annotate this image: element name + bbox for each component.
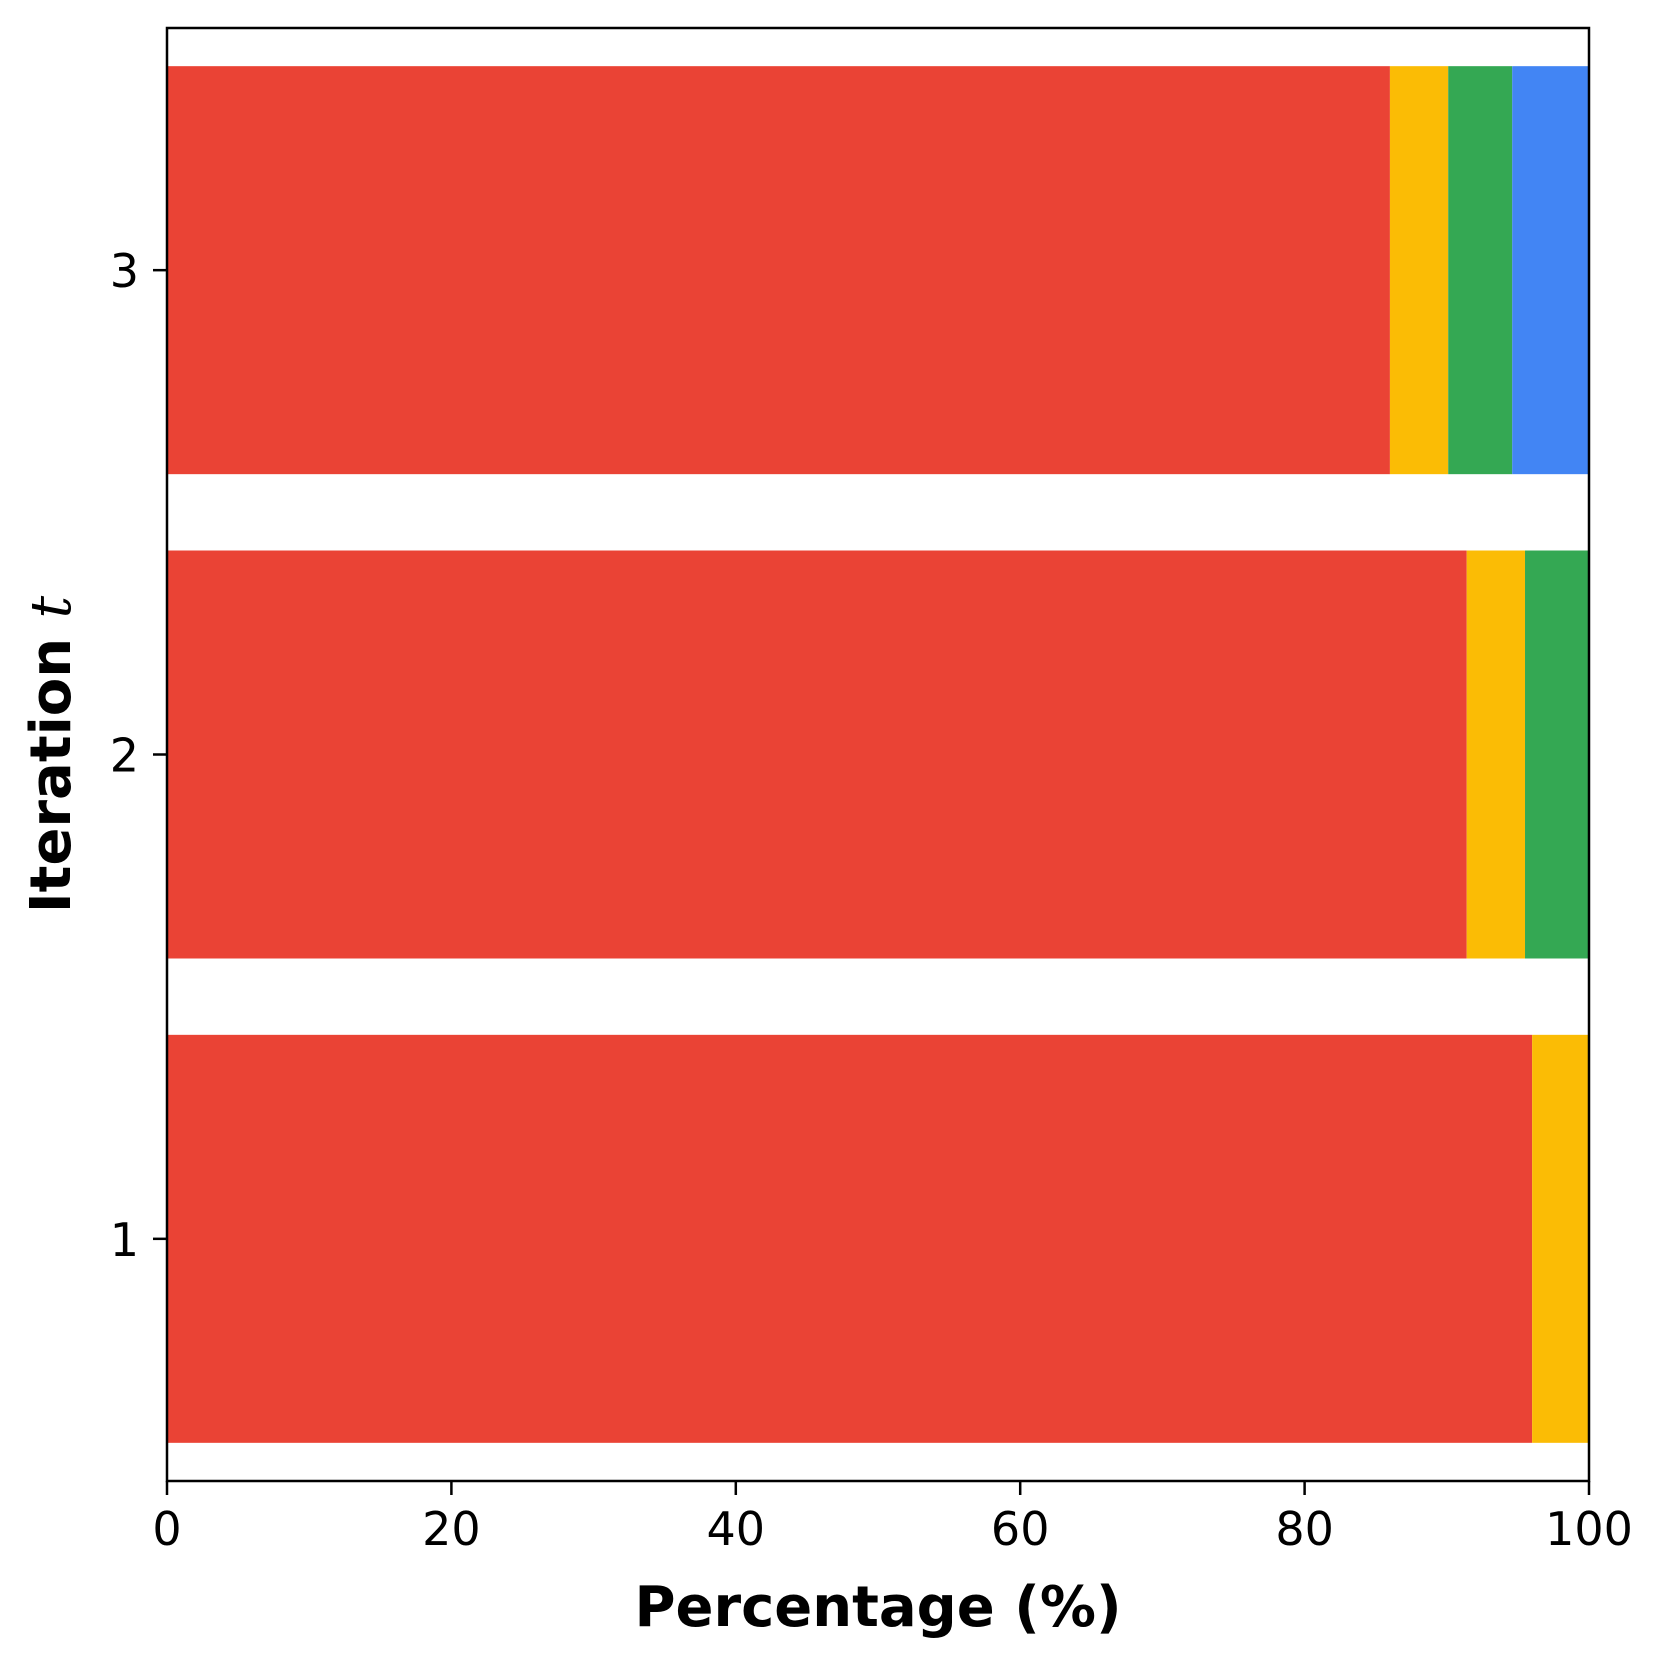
x-tick-label: 60 (991, 1502, 1050, 1556)
bar-segment-iteration-3-series-1 (167, 66, 1390, 475)
bar-segment-iteration-2-series-3 (1525, 550, 1589, 959)
y-axis-label-spacer (19, 618, 84, 638)
x-tick-label: 20 (422, 1502, 481, 1556)
x-tick-label: 0 (152, 1502, 181, 1556)
bar-segment-iteration-3-series-3 (1448, 66, 1513, 475)
bar-segment-iteration-1-series-1 (167, 1034, 1533, 1443)
x-tick-label: 100 (1545, 1502, 1633, 1556)
bars-group (167, 66, 1589, 1443)
y-tick-label: 2 (110, 729, 139, 783)
bar-segment-iteration-3-series-4 (1512, 66, 1589, 475)
x-axis-label: Percentage (%) (634, 1575, 1121, 1640)
y-axis-label-text: Iteration (19, 638, 84, 913)
y-tick-label: 1 (110, 1213, 139, 1267)
bar-segment-iteration-1-series-2 (1532, 1034, 1589, 1443)
x-tick-label: 80 (1275, 1502, 1334, 1556)
x-axis: 0 20 40 60 80 100 (152, 1481, 1633, 1556)
bar-segment-iteration-2-series-1 (167, 550, 1467, 959)
y-axis-label: Iteration t (19, 595, 84, 913)
y-tick-label: 3 (110, 244, 139, 298)
y-axis: 1 2 3 (110, 244, 167, 1267)
bar-segment-iteration-3-series-2 (1389, 66, 1449, 475)
bar-segment-iteration-2-series-2 (1466, 550, 1526, 959)
y-axis-label-variable: t (19, 595, 84, 618)
x-tick-label: 40 (707, 1502, 766, 1556)
